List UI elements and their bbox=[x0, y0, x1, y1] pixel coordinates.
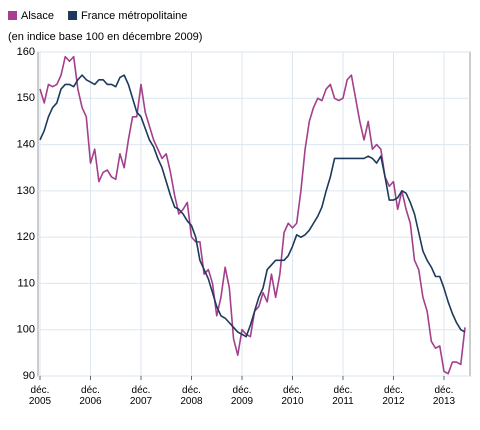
plot-area bbox=[37, 51, 471, 377]
x-tick-label: déc. 2009 bbox=[230, 385, 254, 407]
legend-swatch bbox=[68, 11, 78, 20]
y-tick-label: 160 bbox=[17, 46, 35, 58]
y-tick-label: 150 bbox=[17, 92, 35, 104]
y-tick-label: 130 bbox=[17, 185, 35, 197]
y-tick-label: 140 bbox=[17, 138, 35, 150]
x-tick-label: déc. 2007 bbox=[129, 385, 153, 407]
y-tick-label: 120 bbox=[17, 231, 35, 243]
legend-label: Alsace bbox=[21, 10, 54, 22]
line-series bbox=[39, 55, 466, 375]
line-series bbox=[39, 74, 466, 338]
x-tick-label: déc. 2006 bbox=[79, 385, 102, 407]
y-tick-label: 90 bbox=[23, 370, 35, 382]
x-tick-label: déc. 2011 bbox=[332, 385, 354, 407]
x-tick-label: déc. 2012 bbox=[382, 385, 405, 407]
legend-swatch bbox=[8, 11, 17, 20]
x-tick-label: déc. 2005 bbox=[28, 385, 52, 407]
x-tick-label: déc. 2010 bbox=[281, 385, 304, 407]
x-tick-label: déc. 2013 bbox=[432, 385, 456, 407]
x-tick-label: déc. 2008 bbox=[180, 385, 203, 407]
y-tick-label: 110 bbox=[17, 277, 35, 289]
chart-subtitle: (en indice base 100 en décembre 2009) bbox=[8, 31, 202, 43]
y-tick-label: 100 bbox=[17, 324, 35, 336]
legend-label: France métropolitaine bbox=[81, 10, 187, 22]
